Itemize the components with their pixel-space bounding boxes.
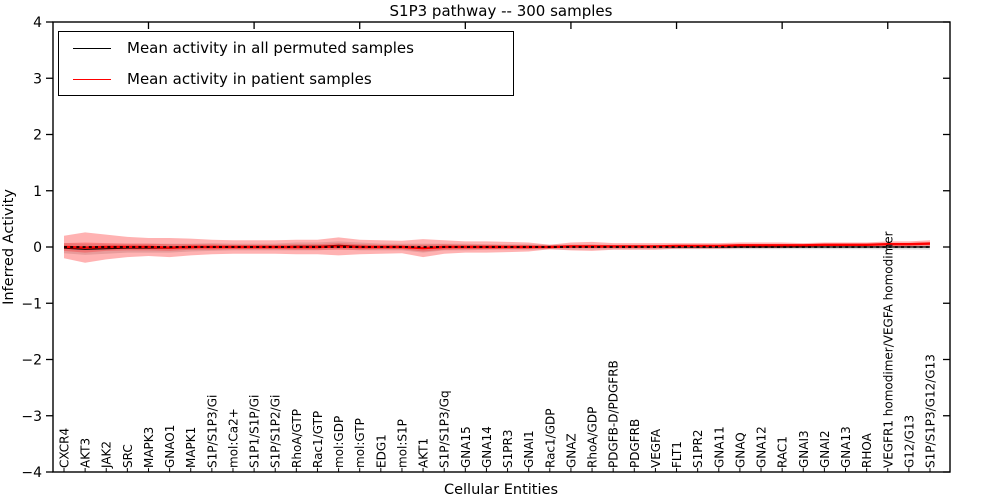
legend-row-patient: Mean activity in patient samples (59, 64, 513, 94)
y-tick-label: 3 (33, 71, 42, 87)
x-entity-label: GNAI3 (797, 430, 811, 468)
y-tick-label: 4 (33, 15, 42, 31)
x-entity-label: EDG1 (374, 434, 388, 468)
x-entity-label: GNAO1 (163, 425, 177, 468)
y-tick-label: −2 (21, 353, 42, 369)
x-entity-label: PDGFB-D/PDGFRB (607, 360, 621, 468)
x-entity-label: mol:GDP (332, 416, 346, 468)
y-tick-label: 1 (33, 184, 42, 200)
y-tick-label: −3 (21, 409, 42, 425)
x-entity-label: S1P/S1P3/G12/G13 (924, 354, 938, 468)
x-entity-label: GNAI1 (522, 430, 536, 468)
x-entity-label: GNA13 (839, 426, 853, 468)
legend-row-permuted: Mean activity in all permuted samples (59, 33, 513, 63)
x-entity-label: GNAQ (733, 432, 747, 468)
x-entity-label: RHOA (860, 432, 874, 468)
x-entity-label: mol:GTP (353, 418, 367, 468)
y-tick-label: −4 (21, 465, 42, 481)
x-entity-label: G12/G13 (902, 415, 916, 468)
permuted-line-swatch (73, 47, 111, 49)
axes-spines-and-ticks (46, 21, 951, 473)
x-axis-label: Cellular Entities (444, 482, 558, 498)
x-entity-label: AKT1 (417, 438, 431, 468)
x-entity-label: Rac1/GTP (311, 411, 325, 468)
patient-line-swatch (73, 78, 111, 80)
x-entity-label: MAPK1 (184, 427, 198, 468)
x-entity-label: Rac1/GDP (543, 409, 557, 468)
x-entity-label: GNA14 (480, 426, 494, 468)
x-entity-label: S1P/S1P2/Gi (269, 395, 283, 468)
x-entity-label: FLT1 (670, 441, 684, 468)
chart-title: S1P3 pathway -- 300 samples (390, 2, 613, 20)
x-entity-label: RAC1 (776, 436, 790, 468)
x-entity-label: RhoA/GTP (290, 409, 304, 468)
x-entity-label: GNAI2 (818, 430, 832, 468)
x-entity-labels: CXCR4 AKT3 JAK2 SRC MAPK3 GNAO1 MAPK1 S1P/S1P3/… (58, 231, 938, 469)
x-entity-label: AKT3 (79, 438, 93, 468)
x-entity-label: S1PR3 (501, 430, 515, 468)
y-tick-label: 0 (33, 240, 42, 256)
x-entity-label: S1P/S1P3/Gi (205, 395, 219, 468)
x-entity-label: S1P1/S1P/Gi (248, 395, 262, 468)
x-entity-label: GNA12 (755, 426, 769, 468)
x-entity-label: MAPK3 (142, 427, 156, 468)
x-entity-label: RhoA/GDP (586, 407, 600, 468)
x-entity-label: PDGFRB (628, 419, 642, 468)
x-entity-label: GNA15 (459, 426, 473, 468)
x-entity-label: S1PR2 (691, 430, 705, 468)
x-entity-label: GNAZ (564, 433, 578, 468)
legend-label-permuted: Mean activity in all permuted samples (127, 39, 414, 57)
x-entity-label: CXCR4 (58, 428, 72, 468)
y-tick-label: −1 (21, 296, 42, 312)
y-tick-labels: −4 −3 −2 −1 0 1 2 3 4 (21, 15, 42, 481)
x-entity-label: JAK2 (100, 441, 114, 469)
legend-label-patient: Mean activity in patient samples (127, 70, 372, 88)
x-entity-label: VEGFR1 homodimer/VEGFA homodimer (881, 231, 895, 468)
legend: Mean activity in all permuted samples Me… (58, 31, 514, 96)
x-entity-label: GNA11 (712, 426, 726, 468)
x-entity-label: SRC (121, 444, 135, 468)
x-entity-label: mol:Ca2+ (226, 408, 240, 468)
x-entity-label: VEGFA (649, 428, 663, 468)
x-entity-label: mol:S1P (395, 419, 409, 468)
y-tick-label: 2 (33, 128, 42, 144)
y-axis-label: Inferred Activity (1, 189, 17, 305)
x-entity-label: S1P/S1P3/Gq (438, 390, 452, 468)
